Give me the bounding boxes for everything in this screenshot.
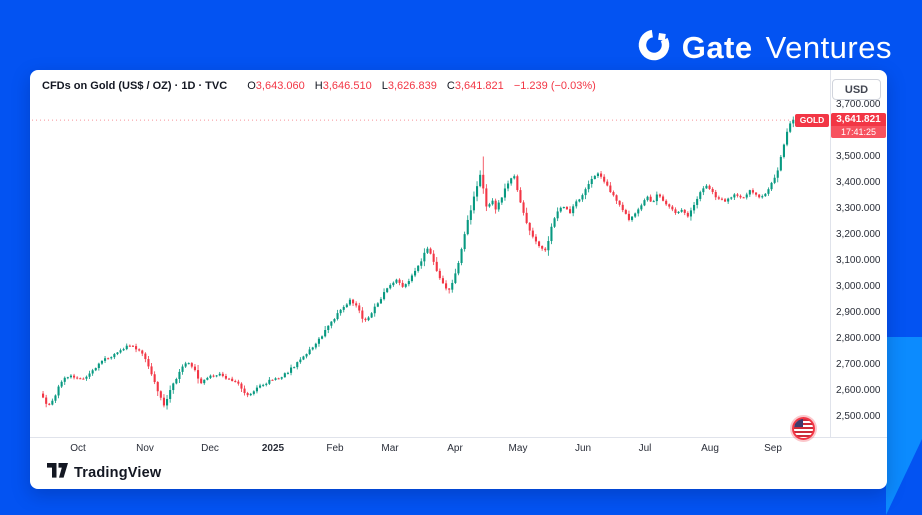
time-tick-label: Dec [201, 443, 219, 454]
symbol-title: CFDs on Gold (US$ / OZ) · 1D · TVC [42, 80, 228, 92]
price-tick-label: 2,500.000 [836, 411, 881, 422]
bar-countdown: 17:41:25 [831, 125, 886, 138]
time-tick-label: Apr [447, 443, 463, 454]
tradingview-icon [47, 463, 68, 483]
last-price-badge: 3,641.821 17:41:25 [831, 112, 886, 138]
price-tick-label: 3,200.000 [836, 229, 881, 240]
last-price-symbol-tag: GOLD [795, 113, 829, 127]
tradingview-logo[interactable]: TradingView [47, 463, 161, 483]
time-tick-label: Sep [764, 443, 782, 454]
price-tick-label: 3,000.000 [836, 281, 881, 292]
price-tick-label: 2,600.000 [836, 385, 881, 396]
close-value: 3,641.821 [454, 80, 504, 92]
currency-usd-button[interactable]: USD [832, 79, 881, 100]
gate-ventures-logo: Gate Ventures [635, 26, 892, 69]
price-tick-label: 2,700.000 [836, 359, 881, 370]
low-label: L [381, 80, 388, 92]
brand-name-light: Ventures [765, 29, 892, 65]
time-tick-label: Mar [381, 443, 399, 454]
tradingview-label: TradingView [74, 465, 162, 481]
us-flag-event-marker[interactable] [792, 417, 815, 440]
time-tick-label: Aug [701, 443, 719, 454]
brand-name-bold: Gate [681, 29, 753, 65]
high-label: H [314, 80, 323, 92]
time-tick-label: Nov [136, 443, 154, 454]
price-tick-label: 3,300.000 [836, 203, 881, 214]
low-value: 3,626.839 [387, 80, 437, 92]
time-tick-label: Jun [574, 443, 592, 454]
time-tick-label: 2025 [261, 443, 285, 454]
time-tick-label: Feb [326, 443, 344, 454]
price-tick-label: 3,500.000 [836, 151, 881, 162]
last-price-value: 3,641.821 [831, 112, 886, 126]
high-value: 3,646.510 [322, 80, 372, 92]
gate-logo-icon [635, 26, 673, 69]
price-tick-label: 3,700.000 [836, 99, 881, 110]
price-tick-label: 2,800.000 [836, 333, 881, 344]
open-label: O [247, 80, 256, 92]
close-label: C [446, 80, 455, 92]
time-tick-label: Jul [638, 443, 652, 454]
time-tick-label: Oct [70, 443, 86, 454]
chart-legend: CFDs on Gold (US$ / OZ) · 1D · TVC O3,64… [42, 80, 596, 92]
price-tick-label: 3,400.000 [836, 177, 881, 188]
candlestick-chart-pane[interactable] [30, 70, 830, 437]
chart-card: CFDs on Gold (US$ / OZ) · 1D · TVC O3,64… [30, 70, 887, 489]
price-axis-separator [830, 70, 831, 437]
change-value: −1.239 (−0.03%) [513, 80, 596, 92]
price-tick-label: 3,100.000 [836, 255, 881, 266]
open-value: 3,643.060 [255, 80, 305, 92]
price-tick-label: 2,900.000 [836, 307, 881, 318]
time-axis-separator [30, 437, 887, 438]
time-tick-label: May [508, 443, 528, 454]
